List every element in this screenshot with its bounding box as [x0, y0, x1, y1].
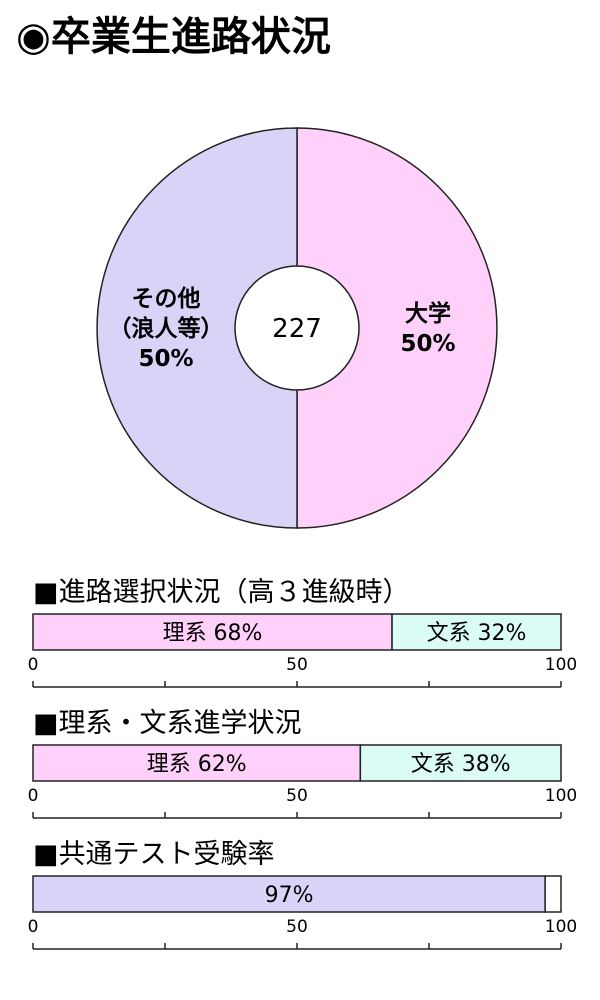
bar-segment-label: 文系 32% [427, 621, 527, 646]
axis-tick-label: 0 [28, 786, 39, 806]
donut-hole [234, 265, 360, 391]
axis-tick-label: 100 [545, 655, 577, 675]
section-title: ■共通テスト受験率 [33, 839, 275, 870]
axis-tick-label: 50 [286, 917, 308, 937]
pie-slice [96, 127, 298, 529]
bar-segment-label: 97% [265, 883, 314, 908]
pie-slice-label: その他 [132, 286, 201, 312]
bar-segment [391, 613, 562, 651]
section-title: ■進路選択状況（高３進級時） [33, 577, 410, 608]
bar-segment-label: 理系 62% [147, 752, 247, 777]
bar-segment [32, 744, 362, 782]
pie-slice-label: 大学 [405, 300, 451, 327]
pie-slice [296, 127, 498, 529]
pie-slice-label: 50% [400, 331, 455, 357]
axis-tick-label: 50 [286, 786, 308, 806]
axis-tick-label: 100 [545, 917, 577, 937]
section-title: ■理系・文系進学状況 [33, 708, 302, 739]
axis-tick-label: 100 [545, 786, 577, 806]
axis-tick-label: 0 [28, 655, 39, 675]
axis-tick-label: 0 [28, 917, 39, 937]
bar-segment [32, 613, 393, 651]
bar-segment-label: 文系 38% [411, 752, 511, 777]
bar-segment-label: 理系 68% [163, 621, 263, 646]
bar-segment [32, 875, 546, 913]
bar-segment [359, 744, 562, 782]
axis-tick-label: 50 [286, 655, 308, 675]
pie-slice-label: （浪人等） [109, 315, 224, 342]
bar-segment [544, 875, 562, 913]
pie-slice-label: 50% [138, 346, 193, 372]
page-title: ◉卒業生進路状況 [16, 14, 331, 60]
center-total-label: 227 [272, 314, 322, 344]
